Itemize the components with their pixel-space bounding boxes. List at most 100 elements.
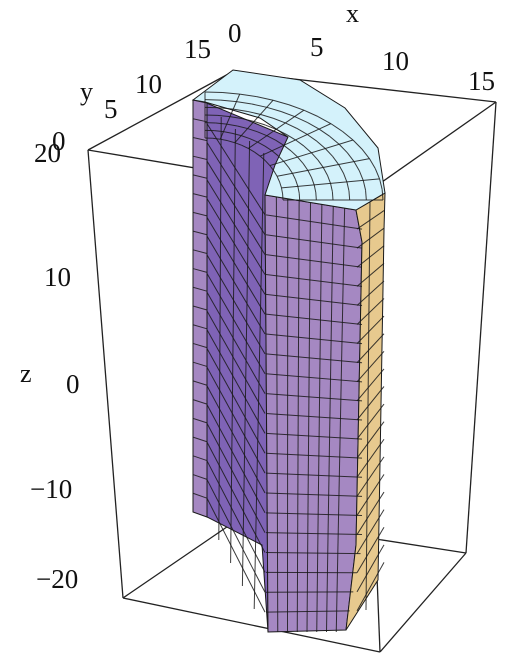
mesh-line <box>346 181 350 192</box>
mesh-line <box>317 116 332 125</box>
mesh-line <box>296 200 300 633</box>
mesh-line <box>276 176 281 183</box>
mesh-line <box>249 138 258 143</box>
mesh-line <box>192 474 208 480</box>
mesh-line <box>233 108 248 112</box>
mesh-line <box>206 310 266 414</box>
mesh-line <box>206 273 266 375</box>
mesh-line <box>251 103 267 108</box>
mesh-line <box>248 148 255 153</box>
mesh-line <box>206 498 266 613</box>
mesh-line <box>192 193 208 198</box>
mesh-line <box>237 125 248 130</box>
mesh-line <box>206 160 266 255</box>
mesh-line <box>265 552 361 555</box>
mesh-line <box>265 610 350 613</box>
mesh-line <box>297 156 304 164</box>
mesh-line <box>356 298 385 325</box>
mesh-line <box>358 170 364 181</box>
mesh-line <box>335 208 346 633</box>
mesh-line <box>356 544 385 593</box>
mesh-line <box>223 131 233 134</box>
mesh-line <box>215 122 227 125</box>
mesh-line <box>222 92 240 95</box>
mesh-line <box>264 160 271 166</box>
mesh-line <box>265 214 363 230</box>
mesh-line <box>271 150 279 157</box>
mesh-line <box>295 139 305 147</box>
mesh-line <box>206 423 266 533</box>
z-tick-label: 20 <box>34 138 61 168</box>
mesh-line <box>217 114 231 118</box>
mesh-line <box>273 117 286 124</box>
mesh-line <box>313 184 317 193</box>
mesh-line <box>362 180 367 191</box>
mesh-line <box>220 99 237 103</box>
mesh-line <box>265 472 363 478</box>
y-tick-label: 15 <box>184 34 211 64</box>
mesh-line <box>265 452 363 459</box>
mesh-line <box>356 227 385 249</box>
mesh-line <box>275 128 287 135</box>
mesh-line <box>374 168 381 180</box>
z-tick-label: 10 <box>44 262 71 292</box>
mesh-line <box>204 91 223 94</box>
mesh-line <box>266 135 276 141</box>
mesh-line <box>260 113 274 119</box>
mesh-line <box>356 491 385 535</box>
mesh-line <box>365 190 367 201</box>
mesh-line <box>219 107 234 110</box>
mesh-line <box>307 122 320 130</box>
mesh-line <box>265 393 363 402</box>
mesh-line <box>272 99 290 106</box>
mesh-line <box>306 202 311 633</box>
mesh-line <box>265 313 363 326</box>
mesh-line <box>307 134 318 142</box>
mesh-line <box>326 206 334 633</box>
mesh-line <box>277 155 285 162</box>
mesh-line <box>356 438 385 478</box>
mesh-line <box>206 142 266 235</box>
mesh-line <box>192 286 208 292</box>
mesh-line <box>241 140 251 587</box>
mesh-line <box>192 361 208 367</box>
mesh-line <box>369 158 376 169</box>
x-axis-label: x <box>346 0 359 28</box>
x-tick-label: 0 <box>228 18 242 48</box>
mesh-line <box>342 172 348 183</box>
mesh-line <box>356 456 385 497</box>
mesh-line <box>192 211 208 217</box>
mesh-line <box>311 152 319 161</box>
mesh-line <box>356 333 385 364</box>
mesh-line <box>295 179 299 187</box>
mesh-line <box>311 177 315 186</box>
mesh-line <box>346 152 355 162</box>
mesh-line <box>265 532 363 536</box>
mesh-line <box>265 333 363 345</box>
mesh-line <box>280 111 295 118</box>
y-axis-label: y <box>80 77 93 106</box>
mesh-line <box>273 170 278 177</box>
mesh-line <box>206 329 266 434</box>
mesh-line <box>192 380 208 386</box>
mesh-line <box>379 178 383 190</box>
mesh-line <box>285 122 297 129</box>
mesh-line <box>265 413 363 421</box>
z-axis-label: z <box>20 359 32 388</box>
mesh-line <box>253 120 266 126</box>
y-tick-label: 5 <box>104 94 118 124</box>
mesh-line <box>330 123 343 132</box>
mesh-line <box>356 280 385 306</box>
box-edge-top-back-left <box>87 71 233 151</box>
mesh-line <box>316 204 323 633</box>
mesh-line <box>230 128 236 564</box>
mesh-line <box>288 166 293 174</box>
mesh-line <box>253 152 265 610</box>
mesh-line <box>285 133 296 141</box>
mesh-line <box>356 421 385 459</box>
mesh-line <box>318 128 330 137</box>
mesh-line <box>365 201 371 611</box>
mesh-line <box>294 116 308 123</box>
mesh-line <box>296 127 308 135</box>
